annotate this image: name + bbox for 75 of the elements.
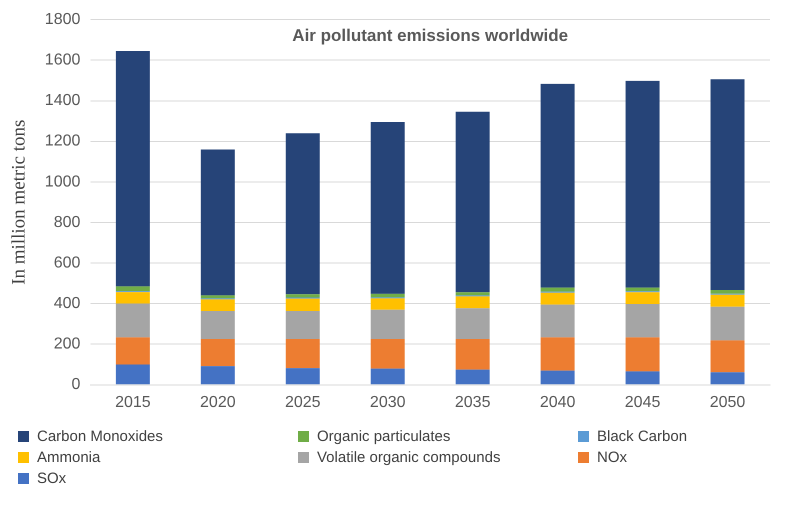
x-tick-label: 2040 [540,394,576,411]
bar [456,296,490,308]
bar [116,286,150,292]
bar [200,295,235,298]
bar [540,288,575,292]
legend-label: NOx [597,449,627,466]
bar [710,290,745,294]
chart-title: Air pollutant emissions worldwide [292,26,568,45]
bar [200,366,235,384]
x-tick-label: 2030 [370,394,406,411]
legend-label: Ammonia [37,449,100,466]
bar [626,80,660,288]
bar [626,288,660,292]
bar [540,304,575,338]
bar [370,368,405,384]
bar [626,371,660,384]
x-tick-label: 2050 [710,394,746,411]
bar [540,337,575,371]
y-tick-label: 600 [54,254,80,272]
bar [286,298,320,311]
bar [200,310,235,339]
y-tick-label: 1400 [44,92,80,110]
bar [710,306,745,340]
y-tick-label: 200 [54,336,80,353]
bar [370,298,405,310]
bar [456,308,490,339]
bar [626,292,660,304]
bar [710,294,745,307]
bar [116,292,150,304]
bar [116,51,150,286]
legend-label: Volatile organic compounds [317,449,500,466]
y-tick-label: 0 [71,376,80,394]
bar [286,133,320,294]
bar [286,294,320,298]
bar [370,294,405,298]
bar [200,149,235,296]
bar [370,310,405,339]
bar [370,338,405,369]
bar [710,79,745,290]
y-tick-label: 400 [54,295,80,312]
bar [456,292,490,296]
x-tick-label: 2025 [284,394,321,411]
y-tick-label: 1000 [44,173,80,190]
y-axis-title: In million metric tons [8,120,30,285]
bar [286,368,320,384]
bar [710,340,745,372]
bar [116,337,150,365]
bar [456,112,490,292]
bar [710,372,745,384]
bar [286,310,320,339]
x-tick-label: 2020 [200,394,236,411]
bar [370,122,405,294]
y-tick-label: 800 [54,214,80,231]
legend-label: SOx [37,470,66,487]
bar [456,338,490,370]
x-tick-label: 2015 [115,394,151,411]
bar [626,337,660,372]
y-tick-label: 1800 [44,11,80,28]
bar [540,84,575,288]
x-tick-label: 2035 [454,394,491,411]
bar [200,338,235,366]
bar [626,304,660,338]
bar [200,299,235,311]
bar [540,370,575,384]
legend-label: Carbon Monoxides [37,428,163,445]
legend-label: Black Carbon [597,428,688,445]
y-tick-label: 1200 [44,132,80,150]
bar [540,292,575,305]
y-tick-label: 1600 [44,52,80,69]
bar [116,303,150,338]
bar [116,364,150,384]
x-tick-label: 2045 [624,394,660,411]
bar [286,338,320,368]
bar [456,370,490,384]
legend-label: Organic particulates [317,428,450,445]
